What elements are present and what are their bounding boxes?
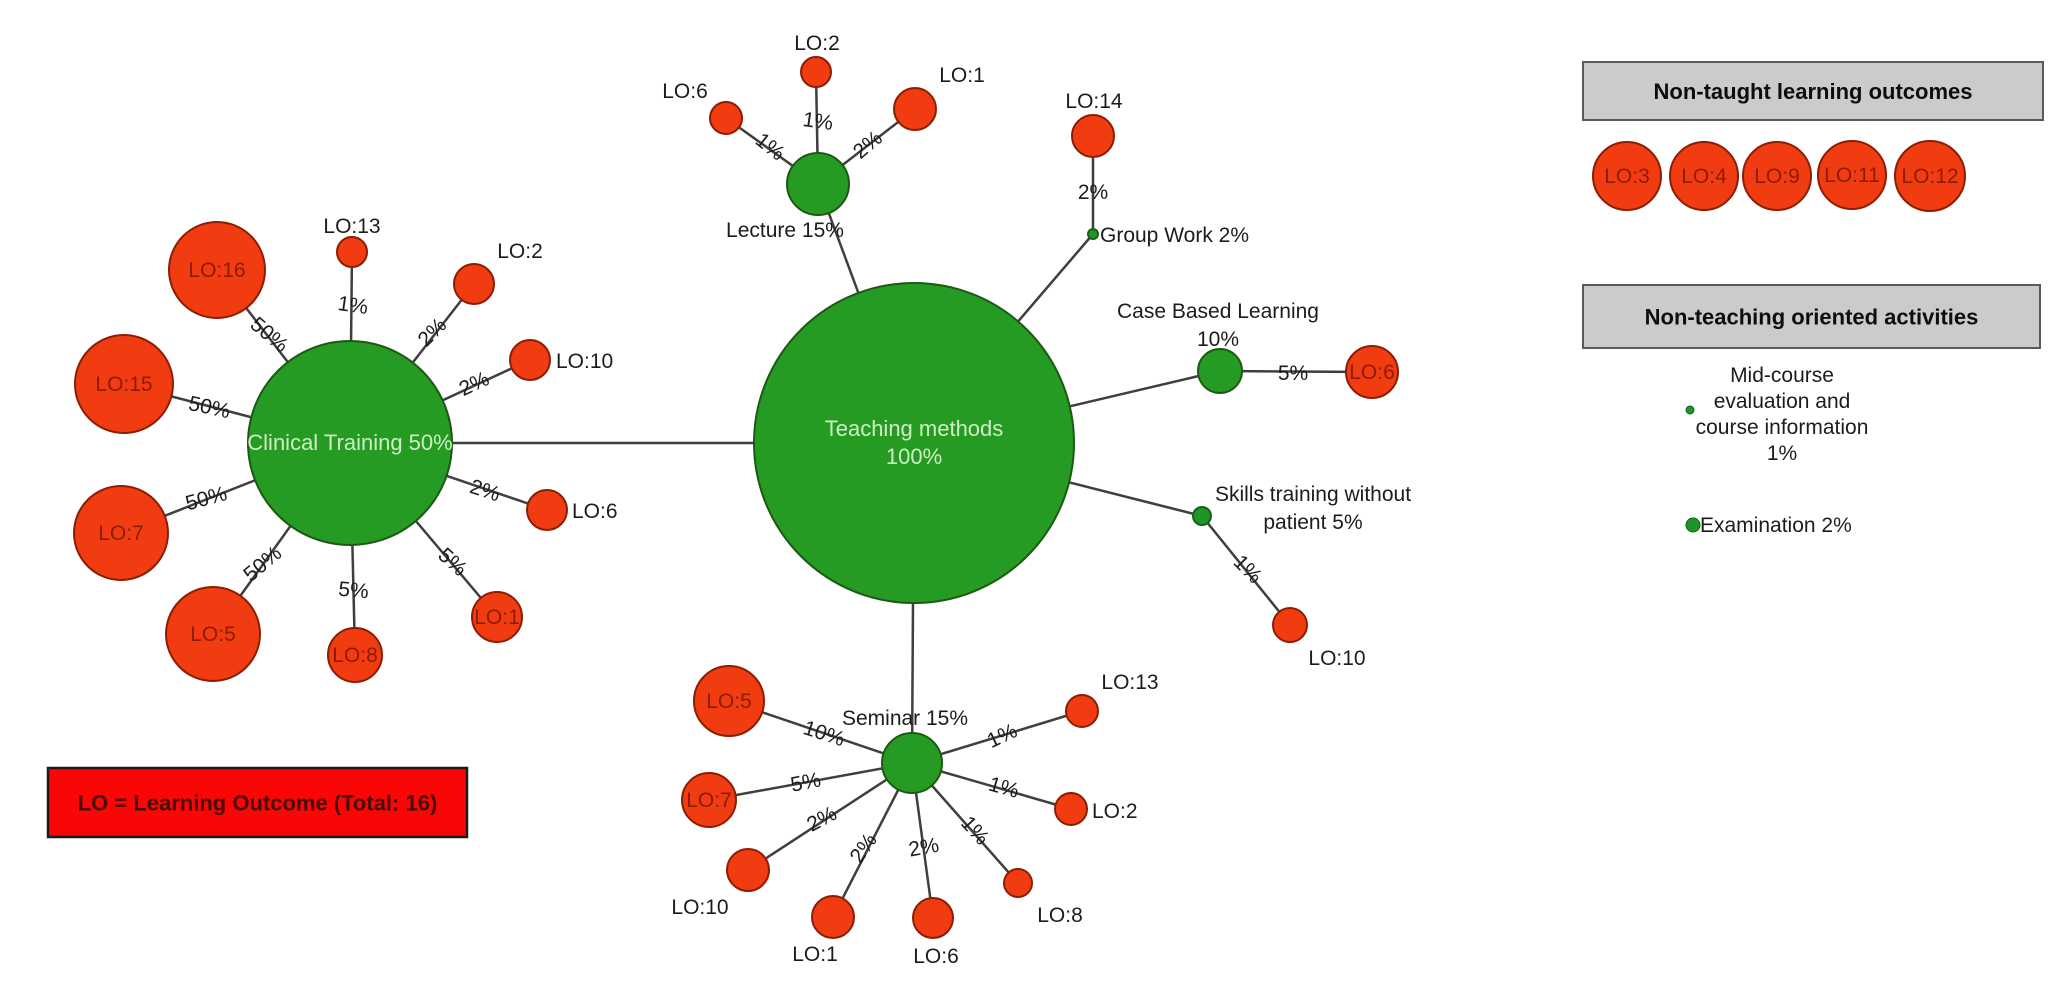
- node-label-lo2c: LO:2: [497, 240, 543, 263]
- node-label-lo8c: LO:8: [332, 644, 378, 667]
- activity-dot-midcourse: [1685, 405, 1695, 415]
- outcome-node-lo2l: [800, 56, 832, 88]
- node-label-lo10sk: LO:10: [1308, 647, 1365, 670]
- outcome-node-lo5s: [693, 665, 765, 737]
- node-label-groupwork: Group Work 2%: [1100, 224, 1249, 247]
- outcome-node-lo3: [1592, 141, 1662, 211]
- node-label-lo6c: LO:6: [572, 500, 618, 523]
- node-label-lo13s: LO:13: [1101, 671, 1158, 694]
- outcome-node-lo9: [1742, 141, 1812, 211]
- activity-label-examination: Examination 2%: [1700, 514, 1852, 537]
- method-node-groupwork: [1087, 228, 1099, 240]
- method-node-seminar: [881, 732, 943, 794]
- edge-label-seminar-lo7s: 5%: [789, 768, 823, 796]
- outcome-node-lo6l: [709, 101, 743, 135]
- edge-seminar-lo10s: [747, 761, 913, 872]
- node-label-lecture: Lecture 15%: [726, 219, 844, 242]
- edge-label-groupwork-lo14: 2%: [1078, 181, 1108, 204]
- node-label-lo8s: LO:8: [1037, 904, 1083, 927]
- node-label-lo11: LO:11: [1824, 164, 1880, 187]
- outcome-node-lo8c: [327, 627, 383, 683]
- node-label-lo1l: LO:1: [939, 64, 985, 87]
- node-label-lo7s: LO:7: [686, 789, 732, 812]
- node-label-lo12: LO:12: [1901, 165, 1958, 188]
- edge-label-clinical-lo13c: 1%: [336, 292, 369, 319]
- outcome-node-lo13s: [1065, 694, 1099, 728]
- node-label-lo5s: LO:5: [706, 690, 752, 713]
- outcome-node-lo6s: [912, 897, 954, 939]
- node-label-lo6l: LO:6: [662, 80, 708, 103]
- outcome-node-lo5c: [165, 586, 261, 682]
- non-teaching-header-title: Non-teaching oriented activities: [1645, 305, 1979, 330]
- non-teaching-header-box: [1582, 284, 2041, 349]
- node-label-lo13c: LO:13: [323, 215, 380, 238]
- outcome-node-lo10c: [509, 339, 551, 381]
- node-label-lo1s: LO:1: [792, 943, 838, 966]
- node-label-lo6s: LO:6: [913, 945, 959, 968]
- outcome-node-lo7s: [681, 772, 737, 828]
- node-label-lo5c: LO:5: [190, 623, 236, 646]
- node-label-seminar: Seminar 15%: [842, 707, 968, 730]
- outcome-node-lo1l: [893, 87, 937, 131]
- node-label-lo7c: LO:7: [98, 522, 144, 545]
- outcome-node-lo14: [1071, 114, 1115, 158]
- activity-label-midcourse: Mid-course evaluation and course informati…: [1696, 364, 1869, 465]
- node-label-lo15: LO:15: [95, 373, 152, 396]
- outcome-node-lo6c: [526, 489, 568, 531]
- node-label-lo1c: LO:1: [474, 606, 520, 629]
- method-node-clinical: [247, 340, 453, 546]
- outcome-node-lo13c: [336, 236, 368, 268]
- outcome-node-lo10s: [726, 848, 770, 892]
- outcome-node-lo4: [1669, 141, 1739, 211]
- node-label-teaching: Teaching methods 100%: [825, 416, 1004, 469]
- outcome-node-lo8s: [1003, 868, 1033, 898]
- method-node-casebased: [1197, 348, 1243, 394]
- outcome-node-lo2c: [453, 263, 495, 305]
- outcome-node-lo12: [1894, 140, 1966, 212]
- node-label-lo9: LO:9: [1754, 165, 1800, 188]
- method-node-lecture: [786, 152, 850, 216]
- outcome-node-lo7c: [73, 485, 169, 581]
- outcome-node-lo2s: [1054, 792, 1088, 826]
- edge-label-lecture-lo2l: 1%: [801, 108, 834, 135]
- node-label-lo6cb: LO:6: [1349, 361, 1395, 384]
- node-label-lo2s: LO:2: [1092, 800, 1138, 823]
- node-label-clinical: Clinical Training 50%: [247, 430, 452, 455]
- edge-label-casebased-lo6cb: 5%: [1278, 362, 1308, 385]
- node-label-lo16: LO:16: [188, 259, 245, 282]
- node-label-lo10c: LO:10: [556, 350, 613, 373]
- edge-label-seminar-lo6s: 2%: [907, 834, 941, 862]
- edge-label-clinical-lo8c: 5%: [337, 578, 369, 604]
- outcome-node-lo15: [74, 334, 174, 434]
- legend-text: LO = Learning Outcome (Total: 16): [78, 791, 438, 816]
- outcome-node-lo6cb: [1345, 345, 1399, 399]
- node-label-skills: Skills training without patient 5%: [1215, 483, 1411, 534]
- activity-dot-examination: [1685, 517, 1701, 533]
- non-taught-header-title: Non-taught learning outcomes: [1654, 79, 1973, 104]
- outcome-node-lo11: [1817, 140, 1887, 210]
- edge-skills-lo10sk: [1201, 515, 1291, 626]
- non-taught-header-box: [1582, 61, 2044, 121]
- method-node-teaching: [753, 282, 1075, 604]
- node-label-lo4: LO:4: [1681, 165, 1727, 188]
- node-label-lo14: LO:14: [1065, 90, 1123, 113]
- node-label-lo2l: LO:2: [794, 32, 840, 55]
- legend-box: [46, 766, 469, 839]
- outcome-node-lo10sk: [1272, 607, 1308, 643]
- outcome-node-lo16: [168, 221, 266, 319]
- outcome-node-lo1c: [471, 591, 523, 643]
- node-label-lo3: LO:3: [1604, 165, 1650, 188]
- method-node-skills: [1192, 506, 1212, 526]
- outcome-node-lo1s: [811, 895, 855, 939]
- node-label-lo10s: LO:10: [671, 896, 728, 919]
- edge-seminar-lo7s: [708, 761, 913, 802]
- node-label-casebased: Case Based Learning 10%: [1117, 300, 1319, 351]
